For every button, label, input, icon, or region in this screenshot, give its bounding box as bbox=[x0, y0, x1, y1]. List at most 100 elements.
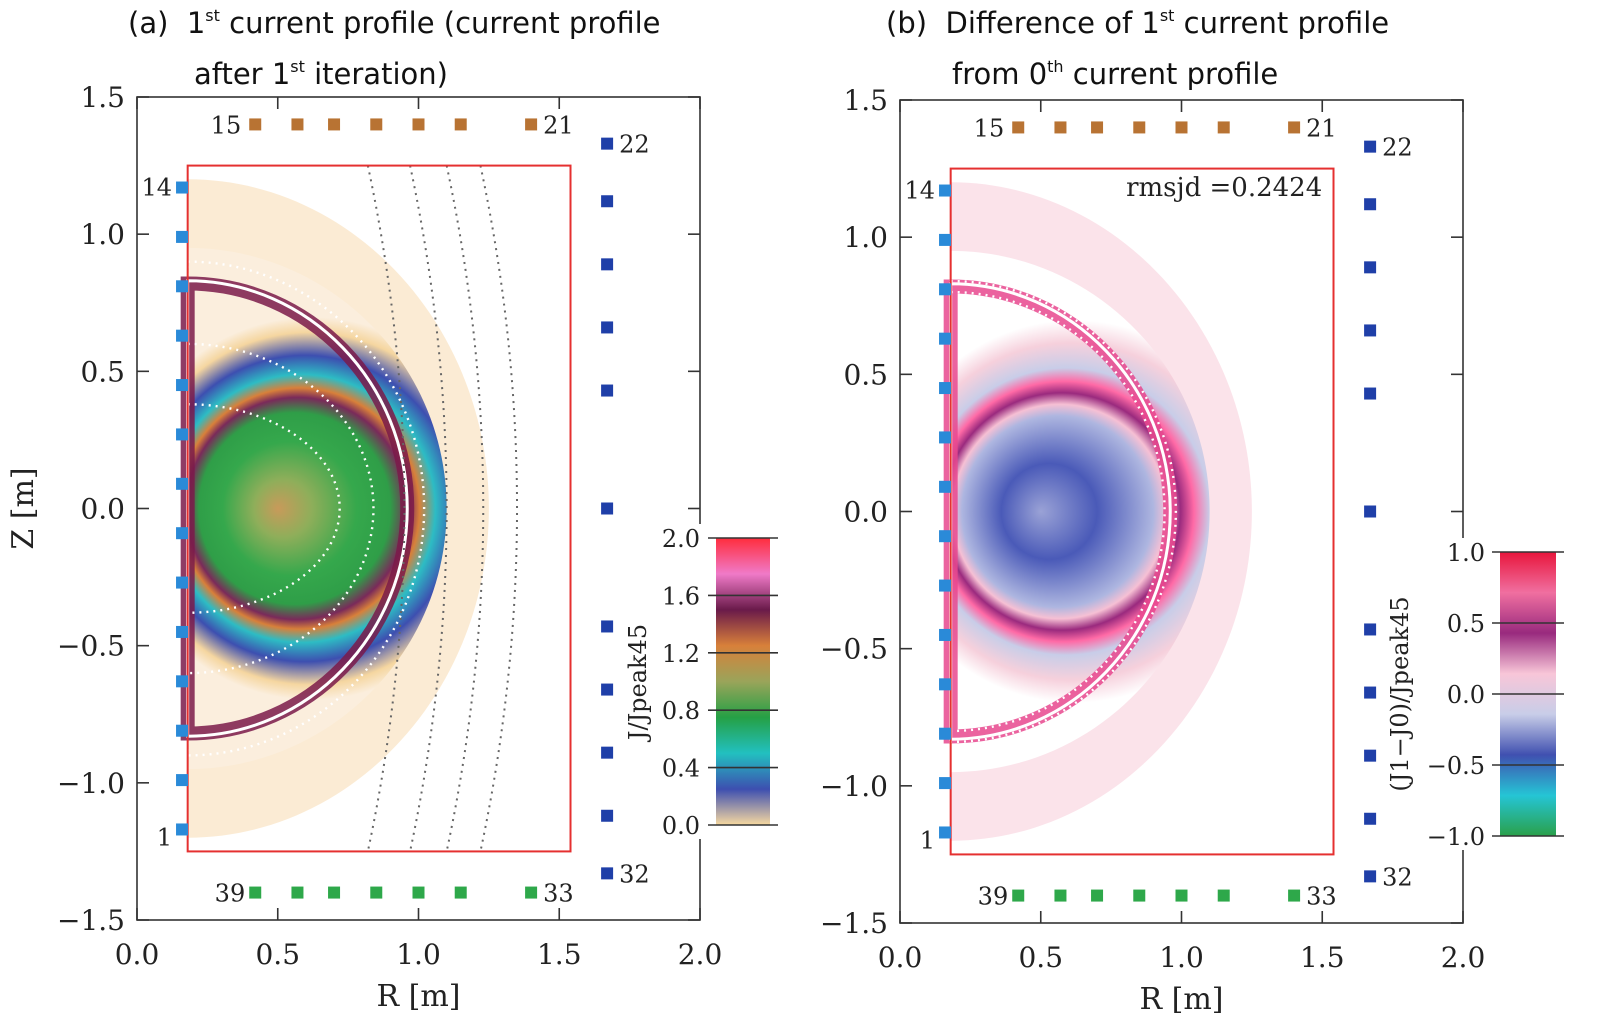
separatrix-contour bbox=[949, 282, 1172, 741]
coil-top bbox=[291, 118, 304, 131]
panel-a-title: (a) 1st current profile (current profile… bbox=[128, 6, 661, 91]
plasma-current-map bbox=[187, 247, 447, 770]
coil-inner bbox=[939, 184, 952, 197]
outer-flux-contour bbox=[366, 165, 406, 852]
coil-inner bbox=[939, 727, 952, 740]
y-tick-label: −1.0 bbox=[57, 767, 125, 800]
colorbar-label: (J1−J0)/Jpeak45 bbox=[1386, 596, 1414, 791]
coil-label-22: 22 bbox=[1382, 134, 1413, 162]
reconstruction-boundary bbox=[949, 167, 1335, 856]
x-tick-label: 1.5 bbox=[1300, 941, 1345, 974]
coil-top bbox=[525, 118, 538, 131]
y-tick-label: 0.5 bbox=[843, 358, 888, 391]
coil-label-33: 33 bbox=[543, 880, 574, 908]
y-tick-label: 1.5 bbox=[80, 81, 125, 114]
colorbar-tick-label: −1.0 bbox=[1427, 823, 1485, 851]
y-tick-label: 1.0 bbox=[80, 218, 125, 251]
coil-top bbox=[454, 118, 467, 131]
coil-top bbox=[1133, 121, 1146, 134]
rmsjd-annotation: rmsjd =0.2424 bbox=[1126, 173, 1322, 203]
coil-outer bbox=[1364, 198, 1377, 211]
flux-contour bbox=[949, 279, 1178, 744]
coil-outer bbox=[601, 502, 614, 515]
coil-outer bbox=[1364, 261, 1377, 274]
x-tick-label: 0.0 bbox=[878, 941, 923, 974]
coil-outer bbox=[601, 746, 614, 759]
coil-inner bbox=[176, 379, 189, 392]
coil-outer bbox=[1364, 140, 1377, 153]
coil-inner bbox=[939, 530, 952, 543]
x-axis-label: R [m] bbox=[377, 979, 461, 1014]
flux-contour bbox=[186, 260, 426, 757]
coil-outer bbox=[601, 195, 614, 208]
x-axis-label: R [m] bbox=[1140, 982, 1224, 1017]
x-tick-label: 0.5 bbox=[1018, 941, 1063, 974]
coil-inner bbox=[939, 332, 952, 345]
coil-bottom bbox=[328, 886, 341, 899]
coil-top bbox=[1217, 121, 1230, 134]
coil-inner bbox=[176, 823, 189, 836]
coil-inner bbox=[176, 280, 189, 293]
x-tick-label: 2.0 bbox=[678, 938, 723, 971]
y-axis-label: Z [m] bbox=[6, 467, 41, 549]
y-tick-label: −0.5 bbox=[57, 630, 125, 663]
coil-top bbox=[1054, 121, 1067, 134]
coil-inner bbox=[939, 480, 952, 493]
flux-contour bbox=[186, 403, 341, 614]
colorbar-tick-label: 0.4 bbox=[662, 755, 700, 783]
coil-inner bbox=[176, 576, 189, 589]
coil-inner bbox=[176, 428, 189, 441]
coil-bottom bbox=[454, 886, 467, 899]
coil-outer bbox=[601, 620, 614, 633]
coil-label-14: 14 bbox=[904, 177, 935, 205]
coil-inner bbox=[176, 774, 189, 787]
coil-outer bbox=[1364, 870, 1377, 883]
coil-top bbox=[412, 118, 425, 131]
coil-top bbox=[1288, 121, 1301, 134]
coil-label-15: 15 bbox=[211, 111, 242, 139]
coil-bottom bbox=[1012, 889, 1025, 902]
coil-bottom bbox=[370, 886, 383, 899]
outer-flux-contour bbox=[409, 165, 448, 852]
coil-inner bbox=[939, 678, 952, 691]
x-tick-label: 2.0 bbox=[1441, 941, 1486, 974]
coil-label-15: 15 bbox=[974, 114, 1005, 142]
coil-top bbox=[249, 118, 262, 131]
coil-inner bbox=[939, 777, 952, 790]
coil-inner bbox=[939, 283, 952, 296]
coil-inner bbox=[939, 628, 952, 641]
coil-bottom bbox=[1054, 889, 1067, 902]
coil-outer bbox=[1364, 387, 1377, 400]
coil-label-21: 21 bbox=[543, 111, 574, 139]
coil-inner bbox=[939, 826, 952, 839]
coil-label-39: 39 bbox=[978, 883, 1009, 911]
coil-inner bbox=[176, 724, 189, 737]
coil-inner bbox=[939, 382, 952, 395]
x-tick-label: 1.0 bbox=[396, 938, 441, 971]
plasma-current-map bbox=[950, 250, 1210, 773]
y-tick-label: 1.0 bbox=[843, 221, 888, 254]
coil-inner bbox=[176, 230, 189, 243]
coil-outer bbox=[601, 867, 614, 880]
colorbar-tick-label: 1.6 bbox=[662, 582, 700, 610]
coil-label-1: 1 bbox=[920, 826, 935, 854]
colorbar-tick-label: 0.5 bbox=[1447, 610, 1485, 638]
y-tick-label: −0.5 bbox=[820, 633, 888, 666]
coil-inner bbox=[939, 431, 952, 444]
coil-label-39: 39 bbox=[215, 880, 246, 908]
colorbar-label: J/Jpeak45 bbox=[624, 624, 652, 743]
y-tick-label: 0.0 bbox=[843, 496, 888, 529]
coil-outer bbox=[1364, 324, 1377, 337]
coil-inner bbox=[176, 329, 189, 342]
colorbar-tick-label: 1.2 bbox=[662, 640, 700, 668]
coil-label-33: 33 bbox=[1306, 883, 1337, 911]
coil-inner bbox=[176, 477, 189, 490]
x-tick-label: 0.5 bbox=[255, 938, 300, 971]
coil-inner bbox=[176, 527, 189, 540]
colorbar bbox=[716, 538, 770, 825]
coil-top bbox=[1012, 121, 1025, 134]
y-tick-label: 0.0 bbox=[80, 493, 125, 526]
y-tick-label: 0.5 bbox=[80, 355, 125, 388]
coil-outer bbox=[1364, 623, 1377, 636]
